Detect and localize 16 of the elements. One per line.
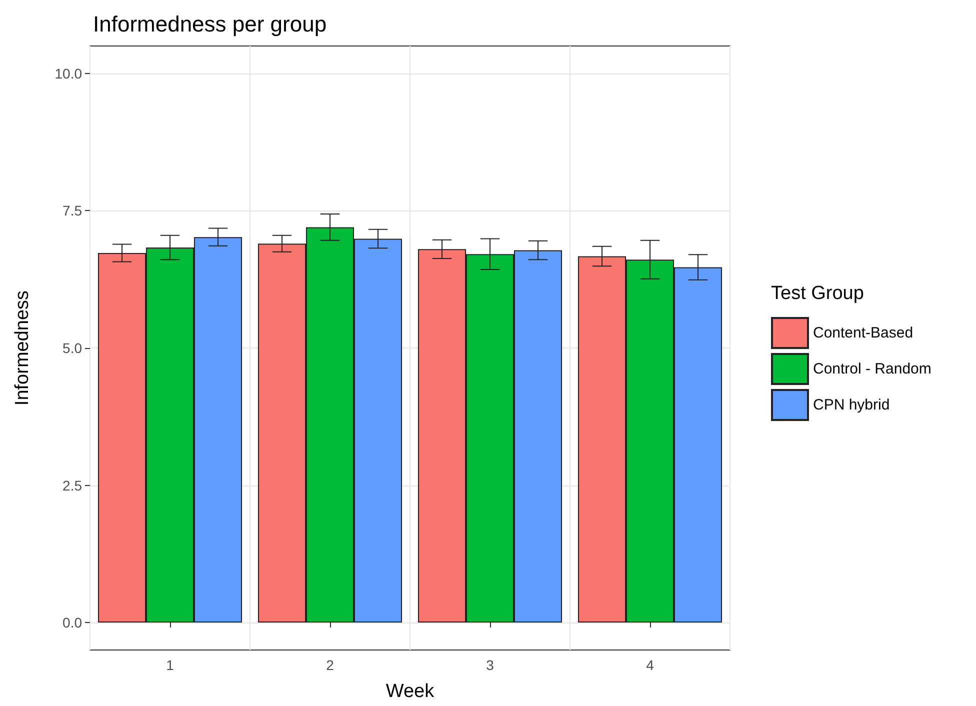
y-tick-label: 0.0: [62, 614, 82, 631]
y-tick-label: 2.5: [62, 477, 82, 494]
legend-label: CPN hybrid: [813, 396, 890, 414]
legend-title: Test Group: [771, 283, 864, 304]
x-tick-label: 2: [326, 657, 334, 673]
y-tick-label: 10.0: [54, 65, 82, 82]
x-tick-label: 4: [646, 657, 654, 673]
x-tick-label: 1: [166, 657, 174, 673]
y-tick-label: 5.0: [62, 340, 82, 356]
x-axis-title: Week: [386, 681, 435, 702]
y-tick-label: 7.5: [62, 202, 82, 219]
x-tick-label: 3: [486, 657, 494, 673]
y-axis-title: Informedness: [12, 290, 33, 406]
legend-label: Content-Based: [813, 324, 914, 342]
chart-title: Informedness per group: [93, 12, 327, 36]
legend-label: Control - Random: [813, 360, 932, 378]
